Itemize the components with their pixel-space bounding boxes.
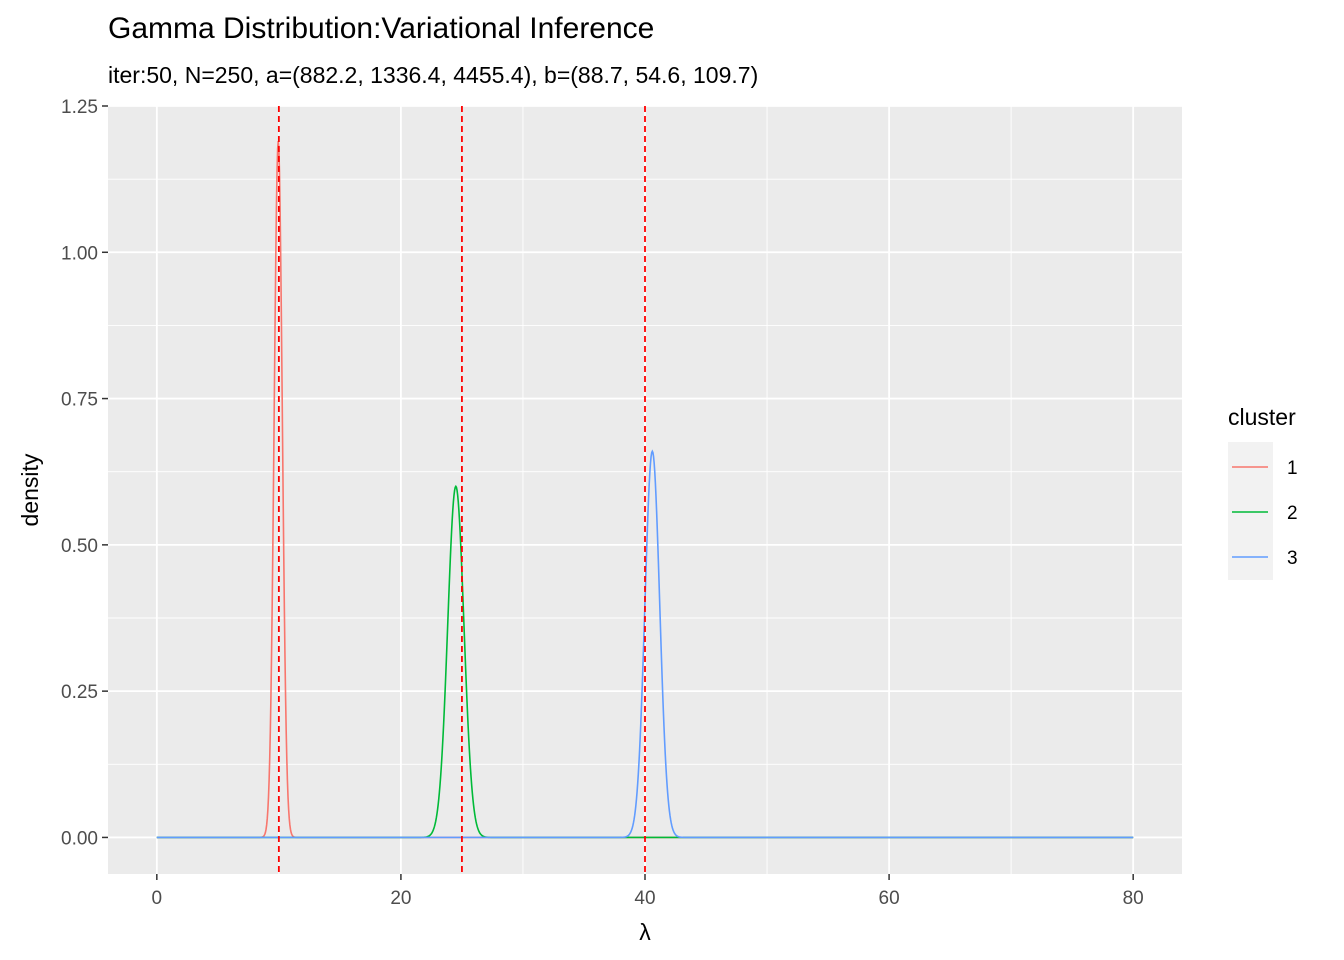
y-tick-label: 0.00 [61, 828, 98, 849]
x-axis-title: λ [639, 919, 651, 945]
legend-label-1: 1 [1287, 458, 1298, 479]
reference-lines [277, 106, 646, 874]
x-tick-label: 40 [634, 888, 655, 909]
chart-title: Gamma Distribution:Variational Inference [108, 12, 655, 45]
legend-label-3: 3 [1287, 548, 1298, 569]
chart-subtitle: iter:50, N=250, a=(882.2, 1336.4, 4455.4… [108, 62, 759, 88]
legend-label-2: 2 [1287, 503, 1298, 524]
x-tick-label: 20 [390, 888, 411, 909]
legend-title: cluster [1228, 404, 1296, 430]
x-tick-label: 0 [152, 888, 163, 909]
x-tick-label: 60 [879, 888, 900, 909]
y-tick-label: 0.50 [61, 536, 98, 557]
y-tick-label: 0.75 [61, 390, 98, 411]
y-tick-label: 1.00 [61, 243, 98, 264]
x-tick-label: 80 [1123, 888, 1144, 909]
y-axis-title: density [17, 453, 43, 526]
legend-key-background [1228, 442, 1273, 580]
axis-ticks: 0 20 40 60 80 0.00 0.25 0.50 0.75 1.00 1.25 [61, 97, 1144, 909]
y-tick-label: 1.25 [61, 97, 98, 118]
legend: cluster 1 2 3 [1228, 404, 1298, 580]
y-tick-label: 0.25 [61, 682, 98, 703]
